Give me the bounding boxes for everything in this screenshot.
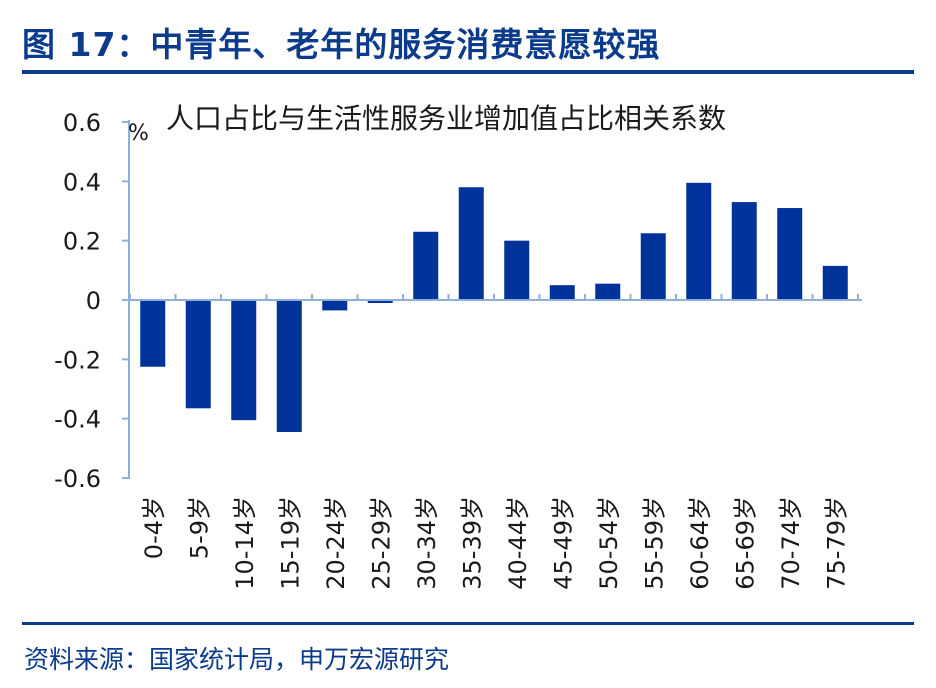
x-category-label: 20-24岁 bbox=[322, 496, 350, 590]
bar-70-74岁 bbox=[777, 208, 803, 300]
x-category-label: 40-44岁 bbox=[504, 496, 532, 590]
bar-30-34岁 bbox=[413, 231, 439, 300]
bar-20-24岁 bbox=[322, 300, 348, 311]
bar-35-39岁 bbox=[458, 187, 484, 300]
source-note: 资料来源：国家统计局，申万宏源研究 bbox=[24, 645, 450, 674]
x-category-label: 60-64岁 bbox=[686, 496, 714, 590]
bar-5-9岁 bbox=[185, 300, 211, 409]
correlation-bar-chart: 0.6 0.4 0.2 0 -0.2 -0.4 -0.6 0-4岁 5-9岁 10-14岁 15-… bbox=[54, 102, 862, 590]
bar-10-14岁 bbox=[231, 300, 257, 421]
x-category-label: 15-19岁 bbox=[276, 496, 304, 590]
x-category-label: 10-14岁 bbox=[231, 496, 259, 590]
x-category-label: 45-49岁 bbox=[549, 496, 577, 590]
y-tick-label: 0 bbox=[86, 287, 101, 315]
x-category-label: 65-69岁 bbox=[731, 496, 759, 590]
figure-title: 图 17：中青年、老年的服务消费意愿较强 bbox=[22, 25, 661, 64]
bar-75-79岁 bbox=[822, 265, 848, 300]
y-tick-label: -0.6 bbox=[54, 465, 101, 493]
chart-title: 人口占比与生活性服务业增加值占比相关系数 bbox=[166, 102, 726, 135]
bar-0-4岁 bbox=[140, 300, 166, 367]
bar-45-49岁 bbox=[549, 285, 575, 300]
bar-50-54岁 bbox=[595, 283, 621, 300]
x-category-label: 75-79岁 bbox=[822, 496, 850, 590]
y-tick-label: -0.2 bbox=[54, 346, 101, 374]
footer-divider bbox=[22, 622, 914, 625]
x-category-label: 25-29岁 bbox=[367, 496, 395, 590]
x-category-label: 50-54岁 bbox=[595, 496, 623, 590]
bar-15-19岁 bbox=[276, 300, 302, 433]
bar-25-29岁 bbox=[367, 300, 393, 303]
x-axis-labels: 0-4岁 5-9岁 10-14岁 15-19岁 20-24岁 25-29岁 30-34岁 35… bbox=[140, 496, 851, 590]
x-category-label: 0-4岁 bbox=[140, 496, 168, 559]
title-divider bbox=[22, 70, 914, 74]
x-category-label: 5-9岁 bbox=[185, 496, 213, 559]
x-category-label: 70-74岁 bbox=[777, 496, 805, 590]
bar-60-64岁 bbox=[686, 182, 712, 300]
y-tick-label: 0.6 bbox=[63, 109, 101, 137]
y-tick-label: 0.4 bbox=[63, 168, 101, 196]
y-axis-unit: % bbox=[128, 121, 149, 146]
bars bbox=[129, 182, 859, 433]
x-category-label: 30-34岁 bbox=[413, 496, 441, 590]
bar-40-44岁 bbox=[504, 240, 530, 300]
x-category-label: 35-39岁 bbox=[458, 496, 486, 590]
y-axis: 0.6 0.4 0.2 0 -0.2 -0.4 -0.6 bbox=[54, 109, 130, 493]
bar-65-69岁 bbox=[731, 202, 757, 300]
bar-55-59岁 bbox=[640, 233, 666, 300]
x-category-label: 55-59岁 bbox=[640, 496, 668, 590]
y-tick-label: 0.2 bbox=[63, 228, 101, 256]
y-tick-label: -0.4 bbox=[54, 406, 101, 434]
